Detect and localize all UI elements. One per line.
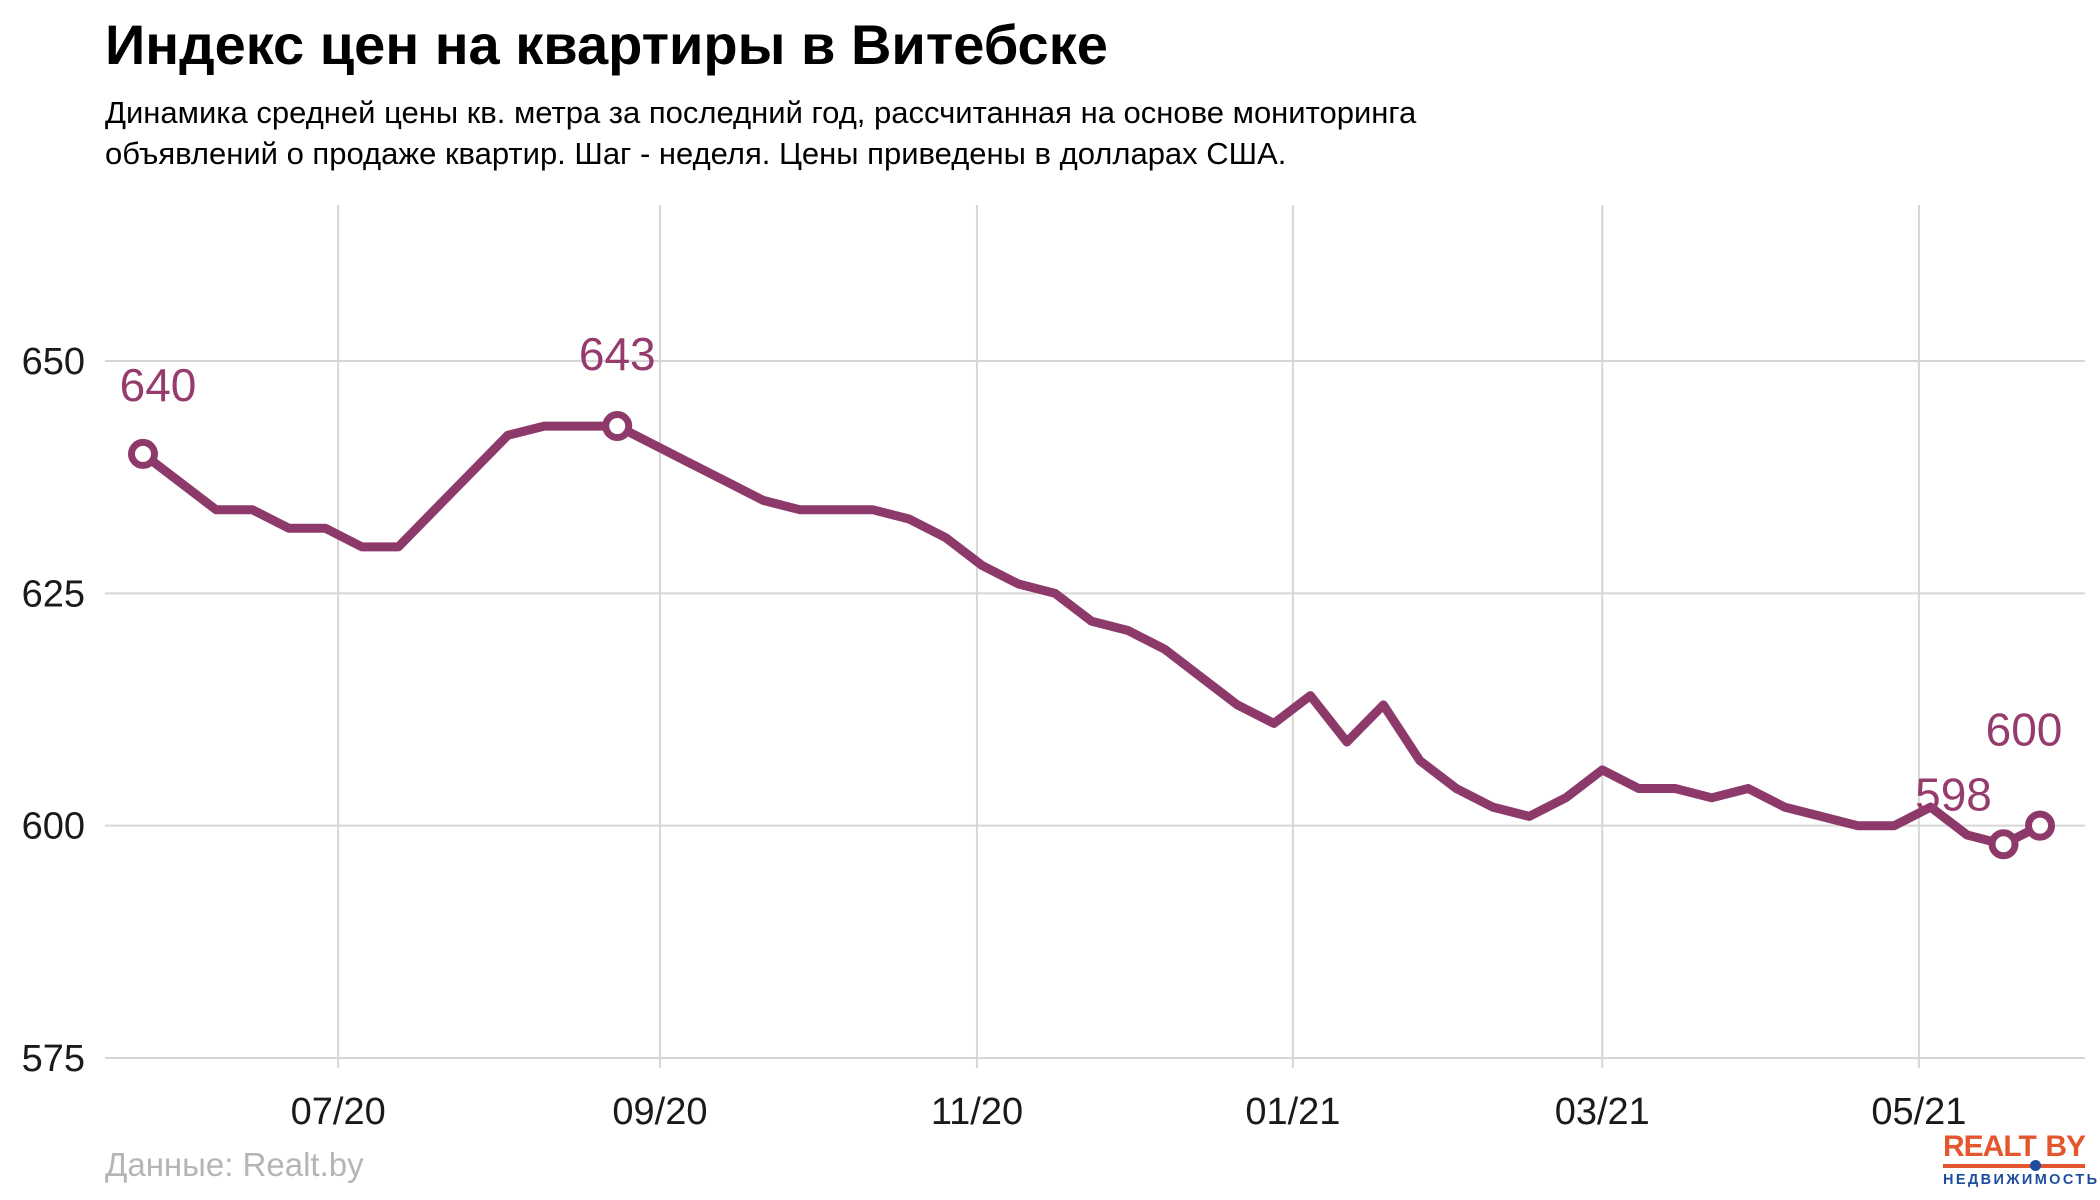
logo-dot-icon bbox=[2029, 1160, 2041, 1171]
y-tick-label-625: 625 bbox=[22, 573, 85, 615]
chart-subtitle-line2: объявлений о продаже квартир. Шаг - неде… bbox=[105, 136, 1287, 171]
annotation-label-640: 640 bbox=[120, 359, 197, 411]
realt-by-logo: REALT BY НЕДВИЖИМОСТЬ bbox=[1943, 1130, 2100, 1188]
chart-subtitle: Динамика средней цены кв. метра за после… bbox=[105, 92, 1416, 174]
logo-underline bbox=[1943, 1160, 2085, 1171]
y-tick-label-575: 575 bbox=[22, 1038, 85, 1080]
data-point-marker-600 bbox=[2025, 810, 2056, 841]
x-tick-label-03/21: 03/21 bbox=[1555, 1091, 1650, 1133]
annotation-label-643: 643 bbox=[579, 328, 656, 380]
annotation-label-600: 600 bbox=[1986, 704, 2063, 756]
annotation-label-598: 598 bbox=[1915, 768, 1992, 820]
data-point-marker-640 bbox=[128, 438, 158, 469]
x-tick-label-01/21: 01/21 bbox=[1245, 1091, 1340, 1133]
x-tick-label-11/20: 11/20 bbox=[931, 1091, 1023, 1133]
x-tick-label-07/20: 07/20 bbox=[291, 1091, 386, 1133]
logo-word-by: BY bbox=[2045, 1130, 2086, 1163]
chart-subtitle-line1: Динамика средней цены кв. метра за после… bbox=[105, 95, 1417, 130]
x-tick-label-09/20: 09/20 bbox=[612, 1091, 707, 1133]
logo-word-realt: REALT bbox=[1943, 1130, 2037, 1163]
logo-tagline: НЕДВИЖИМОСТЬ bbox=[1943, 1172, 2100, 1188]
y-tick-label-650: 650 bbox=[22, 341, 85, 383]
data-source-label: Данные: Realt.by bbox=[105, 1146, 364, 1183]
data-point-marker-643 bbox=[602, 411, 633, 442]
y-tick-label-600: 600 bbox=[22, 806, 85, 848]
data-point-marker-598 bbox=[1988, 829, 2019, 860]
logo-wordmark: REALT BY bbox=[1943, 1130, 2086, 1163]
x-tick-label-05/21: 05/21 bbox=[1871, 1091, 1966, 1133]
price-line-series bbox=[140, 421, 2043, 849]
chart-title: Индекс цен на квартиры в Витебске bbox=[105, 13, 1108, 76]
